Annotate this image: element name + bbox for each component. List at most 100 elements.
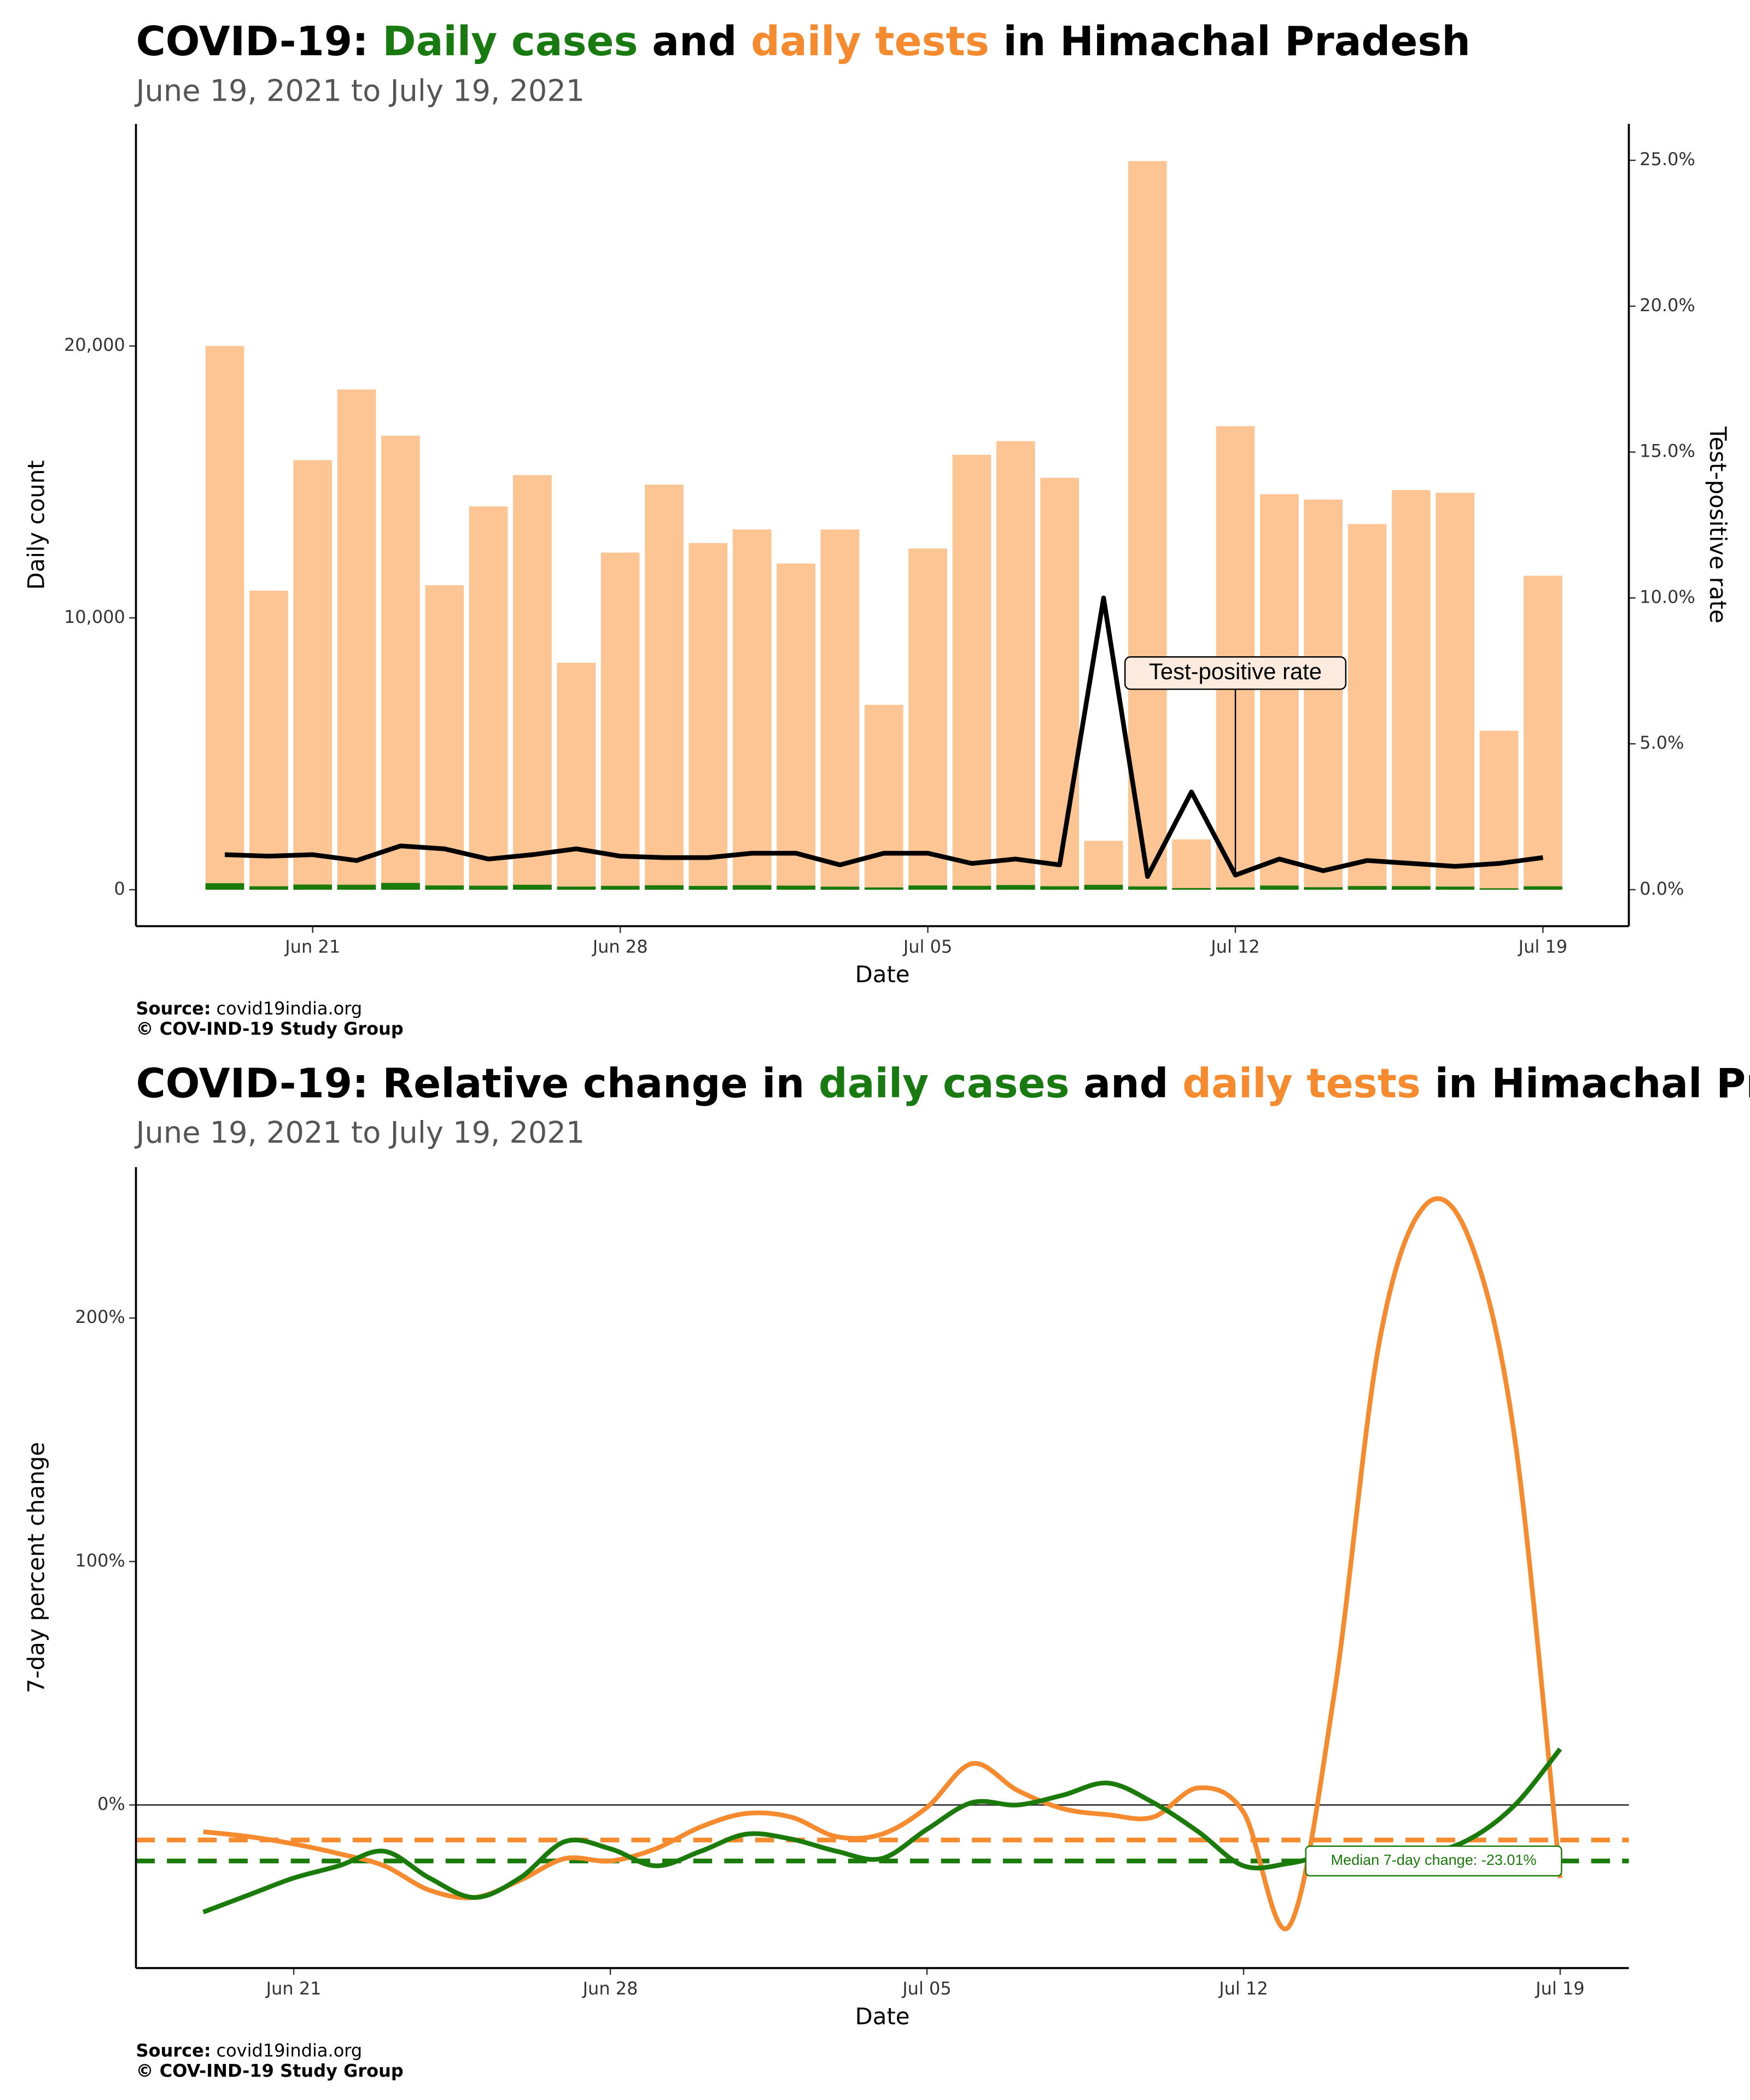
bar xyxy=(425,585,464,890)
bar xyxy=(557,886,596,890)
bar xyxy=(600,552,640,890)
data-line xyxy=(202,1747,1562,1915)
bar xyxy=(820,529,860,890)
title-part: and xyxy=(638,18,751,65)
bar xyxy=(1259,885,1299,890)
bar xyxy=(1392,886,1431,890)
bar xyxy=(777,885,815,890)
bar xyxy=(1084,884,1123,890)
bar xyxy=(820,886,860,890)
y2-tick-label: 10.0% xyxy=(1640,586,1695,607)
y-tick-label: 100% xyxy=(75,1550,125,1571)
y2-tick-label: 0.0% xyxy=(1640,878,1684,899)
bar xyxy=(864,704,903,890)
bar xyxy=(864,887,903,890)
y2-tick-label: 15.0% xyxy=(1640,441,1695,462)
bar xyxy=(1348,524,1387,890)
y2-tick-label: 25.0% xyxy=(1640,149,1695,170)
bar xyxy=(469,885,508,890)
bar xyxy=(1304,887,1343,890)
chart-title: COVID-19: Relative change in daily cases… xyxy=(136,1060,1750,1107)
y-tick-label: 20,000 xyxy=(64,335,125,355)
bar xyxy=(557,662,596,890)
bar xyxy=(952,885,991,890)
bar xyxy=(732,529,772,890)
bar xyxy=(1392,490,1431,890)
chart-title: COVID-19: Daily cases and daily tests in… xyxy=(136,18,1471,65)
title-part: COVID-19: Relative change in xyxy=(136,1060,819,1107)
title-part: Daily cases xyxy=(382,18,638,65)
title-part: in Himachal Pradesh xyxy=(989,18,1471,65)
title-part: in Himachal Pradesh xyxy=(1421,1060,1750,1107)
bar xyxy=(908,885,947,890)
x-tick-label: Jul 05 xyxy=(901,1978,952,1999)
x-tick-label: Jun 21 xyxy=(284,936,340,957)
y-axis-title: 7-day percent change xyxy=(22,1442,49,1693)
x-tick-label: Jul 19 xyxy=(1535,1978,1585,1999)
title-part: daily cases xyxy=(819,1060,1070,1107)
x-tick-label: Jun 28 xyxy=(592,936,648,957)
x-tick-label: Jul 12 xyxy=(1210,936,1260,957)
bar xyxy=(381,435,420,890)
y2-tick-label: 5.0% xyxy=(1640,732,1684,753)
y-tick-label: 0 xyxy=(114,878,125,899)
bar xyxy=(293,884,332,890)
annotation-label: Test-positive rate xyxy=(1149,658,1322,684)
bar xyxy=(645,485,684,890)
bar xyxy=(689,885,728,890)
x-tick-label: Jul 12 xyxy=(1218,1978,1268,1999)
bar xyxy=(1172,888,1211,890)
bar xyxy=(1128,886,1167,890)
bar xyxy=(996,885,1035,890)
bar xyxy=(205,883,244,890)
bar xyxy=(1259,494,1299,890)
bar xyxy=(205,346,244,890)
title-part: and xyxy=(1070,1060,1183,1107)
bar xyxy=(952,454,991,890)
bar xyxy=(732,885,772,890)
x-axis-title: Date xyxy=(855,2003,910,2029)
x-tick-label: Jun 21 xyxy=(265,1978,322,1999)
y-tick-label: 0% xyxy=(97,1794,125,1815)
x-axis-title: Date xyxy=(855,961,910,988)
source-label: Source: xyxy=(136,2040,211,2061)
annotation-box xyxy=(1124,656,1347,690)
x-tick-label: Jul 19 xyxy=(1518,936,1568,957)
bar xyxy=(1524,886,1562,890)
y-axis-title: Daily count xyxy=(22,460,49,590)
source-label: Source: xyxy=(136,998,211,1019)
title-part: COVID-19: xyxy=(136,18,383,65)
title-part: daily tests xyxy=(751,18,989,65)
x-tick-label: Jul 05 xyxy=(902,936,953,957)
bar xyxy=(469,506,508,890)
annotation-box xyxy=(1305,1845,1562,1877)
y2-axis-title: Test-positive rate xyxy=(1705,426,1731,623)
bar xyxy=(249,886,288,890)
bar xyxy=(249,591,288,890)
data-line xyxy=(203,1196,1563,1932)
bar xyxy=(1524,575,1562,890)
chart-subtitle: June 19, 2021 to July 19, 2021 xyxy=(135,1116,585,1150)
x-tick-label: Jun 28 xyxy=(582,1978,638,1999)
chart: COVID-19: Daily cases and daily tests in… xyxy=(22,18,1731,1039)
y-tick-label: 10,000 xyxy=(64,606,125,627)
bar xyxy=(689,543,728,890)
source: Source: covid19india.org xyxy=(136,998,363,1019)
bar xyxy=(1348,886,1387,890)
annotation-label: Median 7-day change: -23.01% xyxy=(1331,1851,1536,1868)
bar xyxy=(425,885,464,890)
bar xyxy=(513,475,552,890)
bar xyxy=(777,563,815,890)
bar xyxy=(1304,499,1343,890)
bar xyxy=(600,885,640,890)
bar xyxy=(337,389,376,890)
bar xyxy=(1040,886,1079,890)
source-value: covid19india.org xyxy=(217,2040,363,2061)
bar xyxy=(1479,888,1519,890)
bar xyxy=(513,884,552,890)
credit: © COV-IND-19 Study Group xyxy=(136,2060,404,2081)
data-line xyxy=(224,596,1543,879)
bar xyxy=(1216,887,1255,890)
credit: © COV-IND-19 Study Group xyxy=(136,1018,404,1039)
